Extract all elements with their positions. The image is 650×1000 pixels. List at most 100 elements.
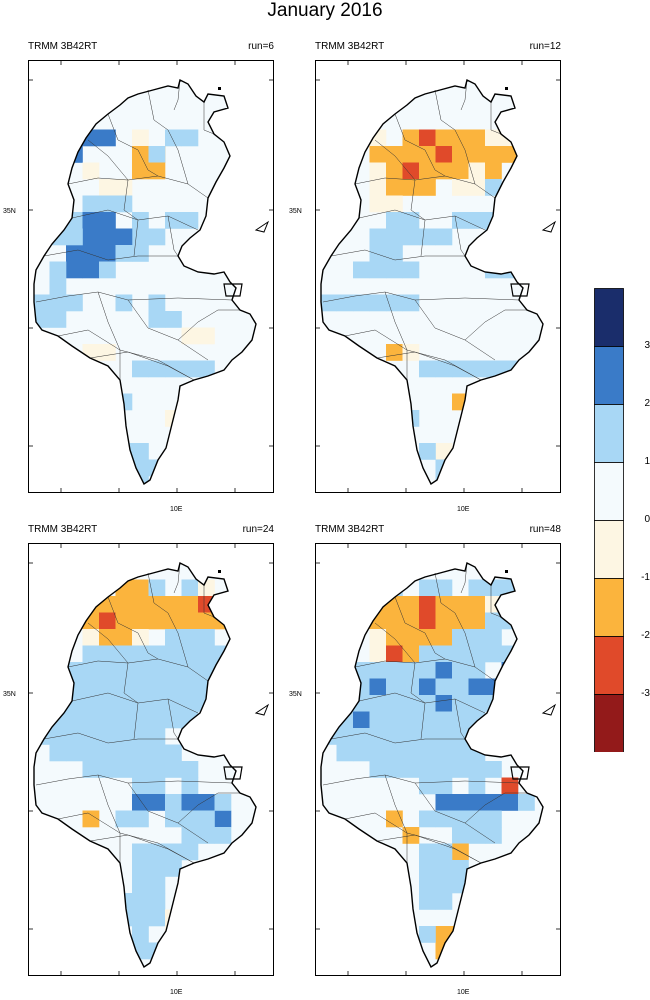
grid-cell [66,728,83,745]
colorbar-label: -1 [641,572,650,583]
grid-cell [132,777,149,795]
grid-cell [34,294,50,312]
grid-cell [435,129,453,147]
grid-cell [452,612,469,630]
colorbar-swatch [594,520,624,579]
region-boundary [454,698,466,740]
grid-cell [181,596,199,613]
grid-cell [198,827,215,844]
region-boundary [464,792,527,824]
region-boundary [43,732,178,744]
grid-cell [148,311,166,328]
region-boundary [322,291,520,303]
grid-cell [435,678,453,696]
region-boundary [376,351,482,381]
grid-cell [132,761,149,778]
grid-cell [468,761,486,778]
grid-cell [386,728,403,745]
grid-cell [132,228,149,246]
grid-cell [353,728,370,745]
island [223,766,243,780]
grid-cell [468,695,486,712]
region-boundary [330,732,465,744]
grid-cell [485,129,502,147]
panel-1-lon-label: 10E [170,506,183,513]
grid-cell [402,761,420,778]
grid-cell [402,596,420,613]
grid-cell [452,695,469,712]
grid-cell [518,794,535,811]
region-boundary [177,792,240,824]
grid-cell [452,860,469,877]
grid-cell [198,629,215,646]
region-boundary [490,585,502,618]
grid-cell [99,711,116,729]
panel-2-map [315,60,561,493]
grid-cell [402,711,420,729]
grid-cell [181,678,199,696]
grid-cell [353,711,370,729]
grid-cell [148,360,166,378]
grid-cell [82,678,100,696]
grid-cell [115,744,133,762]
grid-cell [115,228,133,246]
grid-cell [369,629,387,646]
grid-cell [148,612,166,630]
grid-cell [485,810,502,828]
grid-cell [115,728,133,745]
grid-cell [99,179,116,196]
region-boundary [322,774,520,786]
grid-cell [435,695,453,712]
grid-cell [369,678,387,696]
grid-cell [386,612,403,630]
colorbar-label: 1 [644,456,650,467]
grid-cell [181,794,199,811]
grid-cell [386,162,403,180]
grid-cell [452,596,469,613]
grid-cell [115,179,133,196]
grid-cell [49,278,67,295]
grid-cell [435,645,453,663]
grid-cell [132,596,149,613]
grid-cell [99,612,116,630]
colorbar-swatch [594,636,624,695]
grid-cell [165,629,182,646]
panel-1-product: TRMM 3B42RT [28,41,98,52]
grid-cell [148,860,166,877]
region-boundary [67,175,209,199]
grid-cell [132,245,149,262]
grid-cell [82,662,100,679]
grid-cell [66,228,83,246]
grid-cell [485,146,502,163]
grid-cell [435,228,453,246]
grid-cell [435,761,453,778]
grid-cell [419,893,436,910]
grid-cell [485,645,502,663]
grid-cell [419,228,436,246]
grid-cell [402,678,420,696]
grid-cell [419,612,436,630]
grid-cell [452,146,469,163]
region-boundary [490,102,502,135]
grid-cell [132,212,149,229]
colorbar-label: 3 [644,340,650,351]
region-boundary [434,572,476,668]
grid-cell [148,777,166,795]
grid-cell [115,810,133,828]
grid-cell [386,744,403,762]
grid-cell [132,129,149,147]
grid-cell [452,761,469,778]
colorbar-swatch [594,346,624,405]
grid-cell [419,744,436,762]
grid-cell [165,678,182,696]
grid-cell [452,629,469,646]
region-boundary [57,812,195,864]
grid-cell [115,678,133,696]
grid-cell [452,827,469,844]
region-boundary [147,89,189,185]
grid-cell [402,662,420,679]
country-outline [33,78,257,486]
grid-cell [402,162,420,180]
grid-cell [435,612,453,630]
grid-cell [402,294,420,312]
